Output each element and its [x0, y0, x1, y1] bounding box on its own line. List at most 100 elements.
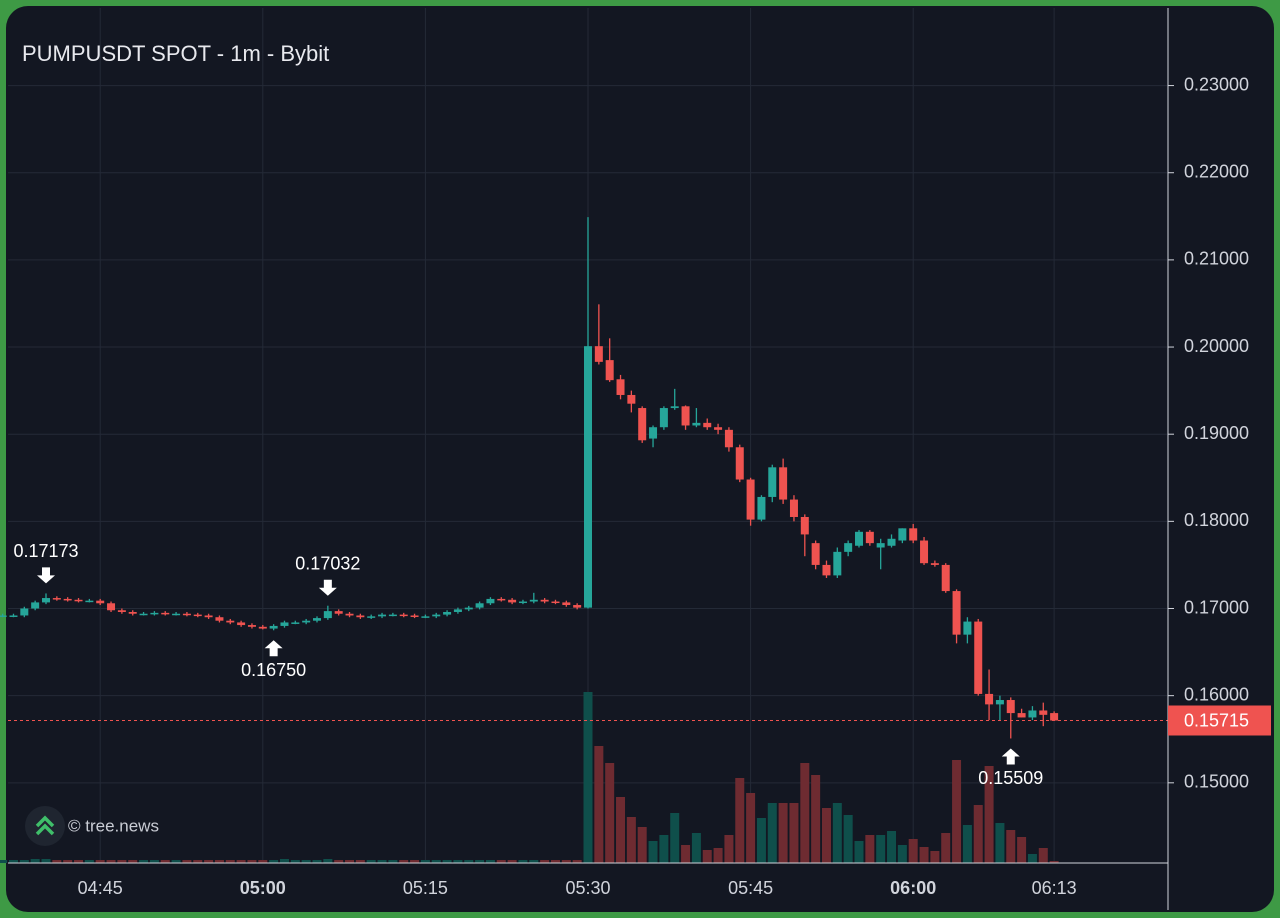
volume-bar	[800, 763, 810, 863]
candle-body	[659, 408, 668, 428]
candle-body	[649, 427, 658, 439]
volume-bar	[1049, 861, 1059, 863]
candle-body	[421, 616, 430, 618]
candle-body	[681, 406, 690, 426]
candle-body	[638, 408, 647, 441]
volume-bar	[442, 860, 452, 863]
volume-bar	[149, 860, 159, 863]
candle-body	[204, 615, 213, 618]
volume-bar	[453, 860, 463, 863]
candle-body	[855, 531, 863, 546]
volume-bar	[930, 851, 940, 863]
volume-bar	[637, 827, 647, 863]
volume-bar	[399, 860, 409, 863]
volume-bar	[897, 845, 907, 863]
volume-bar	[670, 813, 680, 863]
overlay: 0.17173 0.16750 0.17032 0.15509	[8, 541, 1168, 788]
candle-body	[584, 346, 592, 608]
volume-bar	[312, 860, 322, 863]
annotation-arrow	[264, 640, 283, 657]
last-price-box	[1168, 705, 1271, 736]
candle-body	[280, 622, 289, 626]
volume-bar	[594, 746, 604, 863]
volume-bar	[778, 803, 788, 863]
volume-bar	[887, 831, 897, 863]
annotation-arrow	[318, 579, 337, 596]
candle-body	[909, 528, 918, 541]
candle-body	[518, 601, 527, 604]
volume-bar	[962, 825, 972, 863]
candle-body	[627, 394, 636, 404]
volume-bar	[193, 860, 203, 863]
annotation-label: 0.15509	[978, 768, 1043, 788]
logo-mark	[35, 815, 55, 836]
volume-bar	[247, 860, 257, 863]
panel	[6, 6, 1274, 912]
volume-bar	[702, 850, 712, 863]
volume-bar	[540, 860, 550, 863]
candle-body	[562, 602, 571, 606]
volume-bar	[583, 692, 593, 863]
volume-bar	[345, 860, 355, 863]
annotation-label: 0.17173	[13, 541, 78, 561]
volume-bar	[485, 860, 495, 863]
candle-body	[85, 600, 94, 603]
candle-body	[551, 601, 560, 604]
y-tick-label: 0.19000	[1184, 423, 1249, 443]
candle-body	[1006, 700, 1015, 714]
candle-body	[20, 608, 29, 616]
volume-bar	[74, 860, 84, 863]
volume-bar	[746, 793, 756, 863]
volume-bar	[279, 859, 289, 863]
volume-bar	[529, 860, 539, 863]
candle-body	[323, 611, 332, 619]
volume-bar	[431, 860, 441, 863]
candle-body	[508, 599, 517, 603]
y-tick-label: 0.16000	[1184, 684, 1249, 704]
candle-body	[96, 600, 105, 604]
candle-body	[941, 564, 950, 592]
candle-body	[63, 598, 72, 601]
volume-bar	[95, 860, 105, 863]
candle-body	[1017, 713, 1026, 718]
candles	[0, 217, 1059, 739]
volume-bar	[691, 833, 701, 863]
candle-body	[0, 615, 7, 617]
volume-bar	[377, 860, 387, 863]
candle-body	[898, 528, 907, 541]
volume-bar	[301, 860, 311, 863]
candle-body	[497, 598, 506, 601]
candle-body	[345, 613, 354, 616]
x-tick-label: 06:13	[1032, 878, 1077, 898]
candle-body	[768, 467, 777, 497]
candle-body	[247, 625, 256, 627]
candle-body	[930, 563, 939, 565]
volume-bar	[410, 860, 420, 863]
volume-bar	[713, 848, 723, 863]
y-tick-label: 0.23000	[1184, 74, 1249, 94]
volume-bar	[182, 860, 192, 863]
volume	[0, 692, 1059, 863]
volume-bar	[496, 860, 506, 863]
watermark: © tree.news	[68, 816, 159, 835]
volume-bar	[128, 860, 138, 863]
chart-title: PUMPUSDT SPOT - 1m - Bybit	[22, 41, 329, 66]
candle-body	[269, 625, 278, 629]
last-price-label: 0.15715	[1184, 710, 1249, 730]
candle-body	[302, 620, 311, 623]
candle-body	[974, 621, 983, 694]
volume-bar	[214, 860, 224, 863]
candle-body	[475, 603, 484, 608]
candle-body	[920, 540, 929, 564]
candle-body	[139, 613, 148, 616]
candle-body	[573, 605, 582, 608]
candle-body	[399, 614, 408, 617]
volume-bar	[106, 860, 116, 863]
candle-body	[703, 422, 712, 428]
volume-bar	[648, 841, 658, 863]
volume-bar	[843, 815, 853, 863]
volume-bar	[561, 860, 571, 863]
volume-bar	[269, 860, 279, 863]
